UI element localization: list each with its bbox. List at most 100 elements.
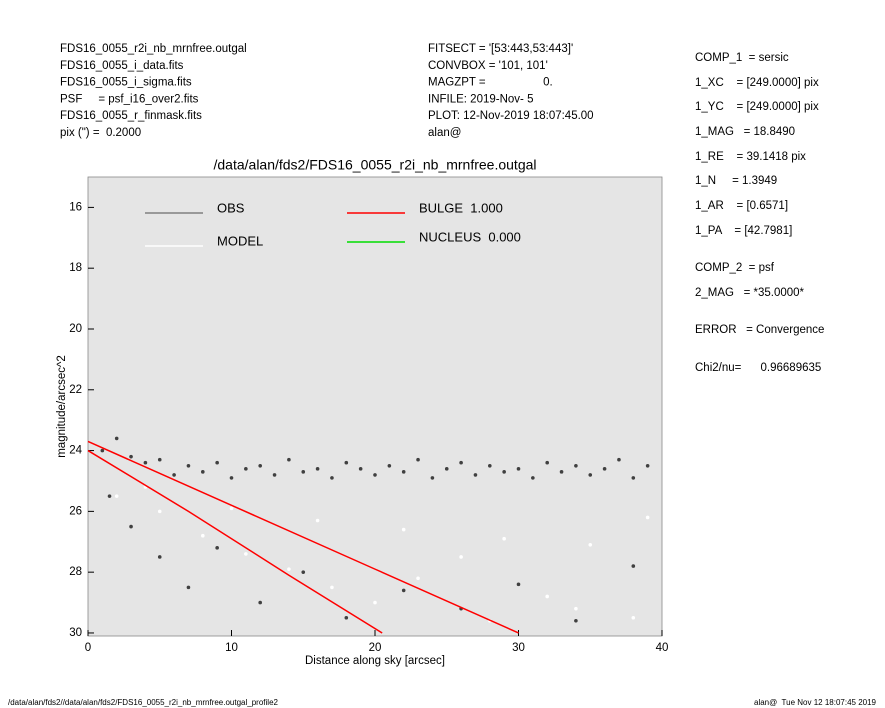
data-point	[215, 460, 219, 465]
header-line: pix (") = 0.2000	[60, 127, 141, 139]
param-line: COMP_2 = psf	[695, 262, 775, 274]
data-point	[459, 460, 463, 465]
data-point	[444, 467, 449, 471]
data-point	[244, 467, 248, 471]
data-point	[129, 454, 133, 459]
data-point	[201, 533, 205, 538]
header-line: FDS16_0055_i_data.fits	[60, 60, 184, 72]
data-point	[287, 457, 291, 462]
data-point	[315, 518, 320, 523]
footer-right: alan@ Tue Nov 12 18:07:45 2019	[754, 698, 877, 707]
data-point	[516, 582, 521, 587]
data-point	[172, 473, 176, 477]
data-point	[143, 460, 148, 465]
data-point	[287, 567, 291, 571]
data-point	[229, 476, 234, 480]
x-tick-label: 20	[369, 642, 382, 654]
header-line: PLOT: 12-Nov-2019 18:07:45.00	[428, 110, 594, 122]
data-point	[358, 467, 363, 471]
data-point	[107, 494, 112, 498]
legend-label: BULGE 1.000	[419, 200, 503, 215]
data-point	[401, 527, 406, 532]
data-point	[344, 615, 349, 620]
param-line: 1_PA = [42.7981]	[695, 225, 792, 237]
data-point	[100, 448, 105, 453]
data-point	[488, 463, 492, 468]
param-line: Chi2/nu= 0.96689635	[695, 362, 821, 374]
model-line	[87, 440, 519, 634]
legend-label: NUCLEUS 0.000	[419, 229, 521, 244]
y-tick-label: 22	[69, 384, 82, 396]
data-point	[602, 467, 607, 471]
data-point	[473, 473, 478, 477]
data-point	[244, 552, 248, 556]
header-line: CONVBOX = '101, 101'	[428, 60, 548, 72]
header-line: PSF = psf_i16_over2.fits	[60, 93, 199, 105]
chart-title: /data/alan/fds2/FDS16_0055_r2i_nb_mrnfre…	[214, 157, 537, 173]
data-point	[588, 473, 593, 477]
y-tick-label: 16	[69, 201, 82, 213]
y-tick-label: 24	[69, 445, 82, 457]
data-point	[186, 585, 191, 590]
param-line: 1_N = 1.3949	[695, 175, 777, 187]
data-point	[114, 494, 119, 498]
data-point	[301, 470, 306, 474]
y-tick-label: 26	[69, 505, 82, 517]
plot-area	[87, 176, 663, 637]
legend-label: OBS	[217, 200, 245, 215]
data-point	[502, 470, 506, 474]
data-point	[588, 543, 593, 547]
x-tick-label: 0	[85, 642, 91, 654]
data-point	[574, 619, 578, 623]
param-line: 1_XC = [249.0000] pix	[695, 77, 819, 89]
data-point	[545, 594, 549, 599]
data-point	[258, 600, 263, 605]
data-point	[502, 536, 506, 541]
data-point	[574, 606, 578, 611]
data-point	[129, 524, 133, 529]
header-line: INFILE: 2019-Nov- 5	[428, 93, 533, 105]
data-point	[645, 515, 650, 520]
data-point	[301, 570, 306, 574]
header-line: alan@	[428, 127, 461, 139]
data-point	[229, 506, 234, 511]
data-point	[201, 470, 205, 474]
data-point	[631, 615, 636, 620]
data-point	[157, 509, 162, 514]
data-point	[401, 588, 406, 593]
data-point	[531, 476, 535, 480]
data-point	[215, 546, 219, 550]
data-point	[559, 470, 564, 474]
param-line: COMP_1 = sersic	[695, 52, 789, 64]
data-point	[574, 463, 578, 468]
param-line: ERROR = Convergence	[695, 324, 824, 336]
data-point	[387, 463, 392, 468]
data-point	[258, 463, 263, 468]
data-point	[645, 463, 650, 468]
legend-label: MODEL	[217, 233, 263, 248]
header-line: FITSECT = '[53:443,53:443]'	[428, 43, 573, 55]
param-line: 1_YC = [249.0000] pix	[695, 101, 819, 113]
y-tick-label: 30	[69, 627, 82, 639]
data-point	[157, 555, 162, 559]
data-point	[373, 473, 377, 477]
data-point	[157, 457, 162, 462]
param-line: 1_MAG = 18.8490	[695, 126, 795, 138]
data-point	[186, 463, 191, 468]
header-line: MAGZPT = 0.	[428, 77, 553, 89]
data-point	[315, 467, 320, 471]
data-point	[330, 476, 334, 480]
data-point	[617, 457, 621, 462]
data-point	[344, 460, 349, 465]
footer-left: /data/alan/fds2//data/alan/fds2/FDS16_00…	[8, 698, 279, 707]
data-point	[114, 436, 119, 441]
y-tick-label: 20	[69, 323, 82, 335]
data-point	[631, 564, 636, 568]
y-axis-label: magnitude/arcsec^2	[56, 355, 68, 458]
y-tick-label: 28	[69, 566, 82, 578]
data-point	[373, 600, 377, 605]
data-point	[516, 467, 521, 471]
data-point	[545, 460, 549, 465]
x-tick-label: 30	[512, 642, 525, 654]
